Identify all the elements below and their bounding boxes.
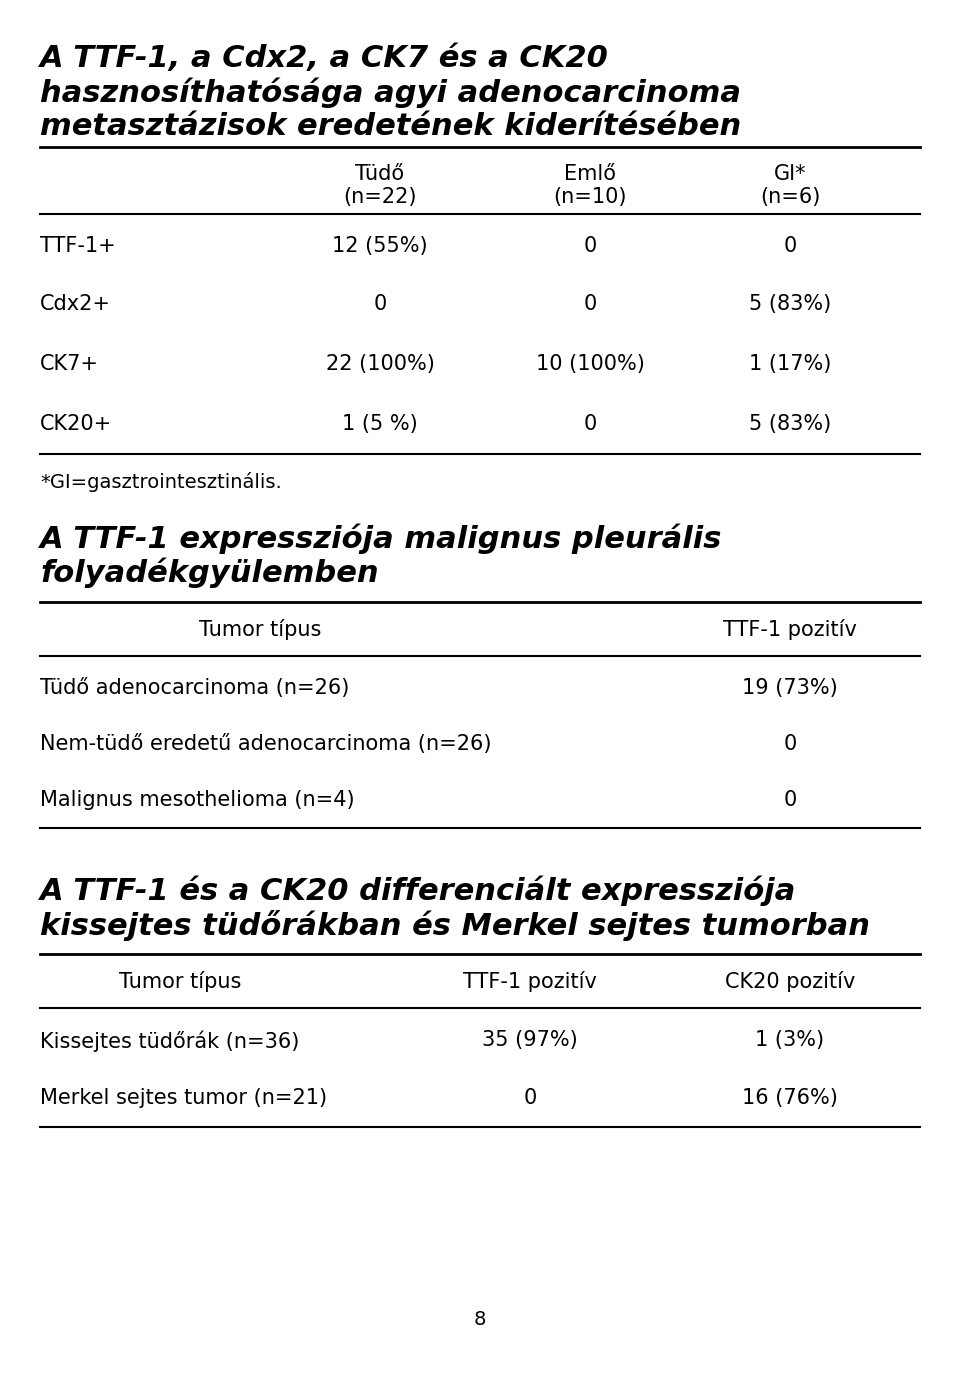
Text: Tüdő
(n=22): Tüdő (n=22) [344,163,417,208]
Text: CK7+: CK7+ [40,354,99,374]
Text: 1 (3%): 1 (3%) [756,1030,825,1050]
Text: hasznosíthatósága agyi adenocarcinoma: hasznosíthatósága agyi adenocarcinoma [40,78,741,108]
Text: 0: 0 [373,293,387,314]
Text: A TTF-1 és a CK20 differenciált expressziója: A TTF-1 és a CK20 differenciált expressz… [40,876,797,907]
Text: *GI=gasztrointesztinális.: *GI=gasztrointesztinális. [40,472,281,491]
Text: 0: 0 [584,293,596,314]
Text: Tüdő adenocarcinoma (n=26): Tüdő adenocarcinoma (n=26) [40,678,349,698]
Text: 16 (76%): 16 (76%) [742,1088,838,1109]
Text: Tumor típus: Tumor típus [119,972,241,992]
Text: TTF-1 pozitív: TTF-1 pozitív [723,619,857,639]
Text: 5 (83%): 5 (83%) [749,293,831,314]
Text: 19 (73%): 19 (73%) [742,678,838,698]
Text: 0: 0 [584,237,596,256]
Text: CK20 pozitív: CK20 pozitív [725,972,855,992]
Text: 35 (97%): 35 (97%) [482,1030,578,1050]
Text: 22 (100%): 22 (100%) [325,354,435,374]
Text: 0: 0 [783,237,797,256]
Text: CK20+: CK20+ [40,414,112,435]
Text: 8: 8 [474,1311,486,1329]
Text: TTF-1+: TTF-1+ [40,237,116,256]
Text: A TTF-1, a Cdx2, a CK7 és a CK20: A TTF-1, a Cdx2, a CK7 és a CK20 [40,44,609,73]
Text: kissejtes tüdőrákban és Merkel sejtes tumorban: kissejtes tüdőrákban és Merkel sejtes tu… [40,911,870,941]
Text: 1 (5 %): 1 (5 %) [342,414,418,435]
Text: folyadékgyülemben: folyadékgyülemben [40,558,378,588]
Text: Malignus mesothelioma (n=4): Malignus mesothelioma (n=4) [40,790,354,810]
Text: Emlő
(n=10): Emlő (n=10) [553,163,627,208]
Text: TTF-1 pozitív: TTF-1 pozitív [463,972,597,992]
Text: 5 (83%): 5 (83%) [749,414,831,435]
Text: Kissejtes tüdőrák (n=36): Kissejtes tüdőrák (n=36) [40,1030,300,1052]
Text: 0: 0 [523,1088,537,1109]
Text: A TTF-1 expressziója malignus pleurális: A TTF-1 expressziója malignus pleurális [40,525,722,555]
Text: Tumor típus: Tumor típus [199,619,322,639]
Text: GI*
(n=6): GI* (n=6) [759,163,820,208]
Text: 0: 0 [783,734,797,754]
Text: 0: 0 [783,790,797,810]
Text: Cdx2+: Cdx2+ [40,293,111,314]
Text: Merkel sejtes tumor (n=21): Merkel sejtes tumor (n=21) [40,1088,327,1109]
Text: 0: 0 [584,414,596,435]
Text: 1 (17%): 1 (17%) [749,354,831,374]
Text: 10 (100%): 10 (100%) [536,354,644,374]
Text: metasztázisok eredetének kiderítésében: metasztázisok eredetének kiderítésében [40,112,741,141]
Text: Nem-tüdő eredetű adenocarcinoma (n=26): Nem-tüdő eredetű adenocarcinoma (n=26) [40,734,492,754]
Text: 12 (55%): 12 (55%) [332,237,428,256]
